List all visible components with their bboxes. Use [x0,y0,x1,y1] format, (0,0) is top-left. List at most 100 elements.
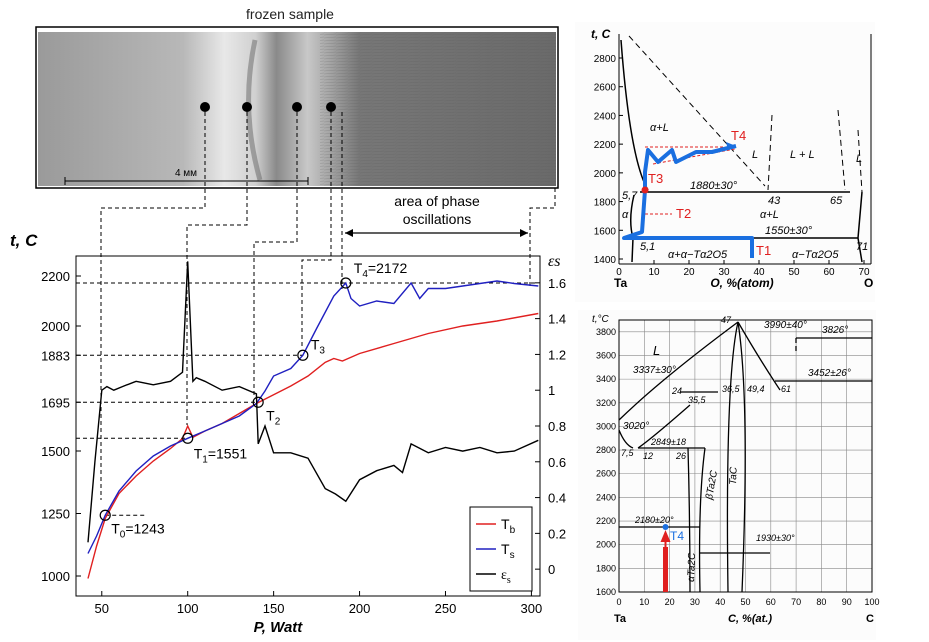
ta-c-phase-L: L [653,343,660,358]
ta-o-x-tick-label-2: 20 [683,267,695,278]
photo-title: frozen sample [246,6,334,22]
ta-c-temp-3452: 3452±26° [808,368,851,379]
ta-o-phase-diagram: 0 10 20 30 40 50 60 70 1400 1600 1800 2000 2200 2400 2… [575,22,875,302]
marker-label-t1: T1=1551 [194,445,248,465]
connector-3 [253,112,298,396]
ta-o-comp-65: 65 [830,195,843,207]
ta-o-region-L1L2: L + L [790,149,815,161]
ta-o-y-tick-label-4: 2200 [594,140,617,151]
photo-point-4 [326,102,336,112]
legend-label-ts: Ts [501,541,515,561]
ta-o-region-aaTa2O5: α+α−Tα2O5 [668,249,728,261]
ta-o-x-label: O, %(atom) [710,276,773,290]
photo-point-3 [292,102,302,112]
x-tick-label-4: 250 [435,601,457,616]
ta-c-curve-2 [618,429,634,449]
connector-4 [301,112,332,347]
ta-o-x-tick-label-0: 0 [616,267,622,278]
ta-o-point-t3 [641,186,649,194]
ta-c-comp-75: 7,5 [621,448,635,458]
marker-circle-t2 [252,396,264,408]
ta-o-corner-right: O [864,276,873,290]
main-y-ticks: 1000 1250 1500 1695 1883 2000 2200 [41,269,81,584]
ta-c-x-tick-label-7: 70 [791,597,801,607]
series-line-1 [87,280,539,554]
ta-c-tac-right [737,321,746,593]
ta-c-curve-1 [637,404,691,449]
ta-o-ticks: 0 10 20 30 40 50 60 70 1400 1600 1800 2000 2200 2400 2… [594,54,870,278]
ta-c-x-tick-label-4: 40 [715,597,725,607]
ta-c-temp-3990: 3990±40° [764,320,807,331]
main-x-label: P, Watt [254,619,304,636]
ta-c-blue-point [662,524,669,530]
ta-o-y-tick-label-7: 2800 [594,54,617,65]
ta-o-comp-51: 5,1 [640,241,655,253]
series-line-2 [87,261,539,543]
x-tick-label-2: 150 [263,601,285,616]
ta-c-red-bar [663,547,668,592]
y-right-tick-label-0: 0 [548,562,555,577]
ta-c-grid: 0 10 20 30 40 50 60 70 80 90 100 1600 1800 2000 2200 24… [596,320,880,607]
ta-o-marker-t2: T2 [676,206,691,221]
ta-c-temp-3337: 3337±30° [633,365,676,376]
ta-o-marker-t1: T1 [756,243,771,258]
ta-c-temp-3826: 3826° [822,325,848,336]
marker-circle-t3 [297,349,309,361]
phase-osc-label-1: area of phase [394,193,480,209]
ta-o-x-tick-label-1: 10 [648,267,660,278]
ta-o-dashed-1 [628,35,766,187]
main-legend: Tb Ts εs [469,506,533,592]
ta-c-y-tick-label-1: 1800 [596,563,616,573]
ta-c-x-tick-label-8: 80 [816,597,826,607]
y-right-tick-label-8: 1.6 [548,276,566,291]
ta-c-frame [618,319,873,593]
ta-c-comp-61: 61 [781,384,791,394]
y-right-tick-label-7: 1.4 [548,312,566,327]
ta-o-temp-1880: 1880±30° [690,180,738,192]
y-tick-label-1: 1250 [41,507,70,522]
ta-o-x-tick-label-5: 50 [788,267,800,278]
ta-o-comp-57: 5,7 [622,190,638,202]
ta-o-x-tick-label-6: 60 [823,267,835,278]
ta-c-comp-26: 26 [675,451,686,461]
y-right-tick-label-3: 0.6 [548,455,566,470]
y-tick-label-3: 1695 [41,395,70,410]
main-chart: T0=1243 T1=1551 T2 T3 T4=2172 50 100 150 200 250… [10,231,566,636]
ta-c-marker-t4: T4 [670,529,684,543]
ta-c-comp-12: 12 [643,451,653,461]
ta-o-dashed [628,35,863,193]
ta-c-comp-24: 24 [671,386,682,396]
ta-c-phase-ata2c: αTa2C [686,552,698,582]
ta-c-x-tick-label-0: 0 [616,597,621,607]
ta-c-y-tick-label-4: 2400 [596,492,616,502]
ta-o-y-tick-label-3: 2000 [594,169,617,180]
ta-c-y-tick-label-9: 3400 [596,374,616,384]
scale-bar-label: 4 мм [175,168,197,179]
ta-o-corner-left: Ta [614,276,627,290]
ta-c-liquidus-left [618,321,739,421]
ta-o-marker-t4: T4 [731,128,746,143]
marker-label-t2: T2 [266,407,281,427]
ta-c-x-tick-label-9: 90 [842,597,852,607]
y-right-tick-label-4: 0.8 [548,419,566,434]
ta-c-phase-bta2c: βTa2C [704,469,720,501]
ta-o-region-a: α [622,209,629,221]
ta-o-marker-t3: T3 [648,171,663,186]
series-line-0 [87,312,539,579]
x-tick-label-1: 100 [177,601,199,616]
marker-circle-t0 [99,509,111,521]
ta-c-labels: L 3990±40° 3826° 3337±30° 3452±26° 3020°… [621,315,851,582]
ta-o-dashed-2 [767,114,773,191]
x-tick-label-0: 50 [95,601,109,616]
photo-point-1 [200,102,210,112]
ta-c-x-tick-label-6: 60 [766,597,776,607]
ta-c-phase-diagram: 0 10 20 30 40 50 60 70 80 90 100 1600 1800 2000 2200 24… [578,310,880,640]
ta-c-a-ta2c [687,447,691,593]
marker-circle-t4 [340,277,352,289]
ta-c-x-tick-label-3: 30 [690,597,700,607]
ta-c-comp-494: 49,4 [747,384,765,394]
ta-o-right-boundary [857,191,863,263]
photo-point-2 [242,102,252,112]
ta-c-y-tick-label-10: 3600 [596,350,616,360]
main-y-ticks-right: 0 0.2 0.4 0.6 0.8 1 1.2 1.4 1.6 [535,276,566,577]
